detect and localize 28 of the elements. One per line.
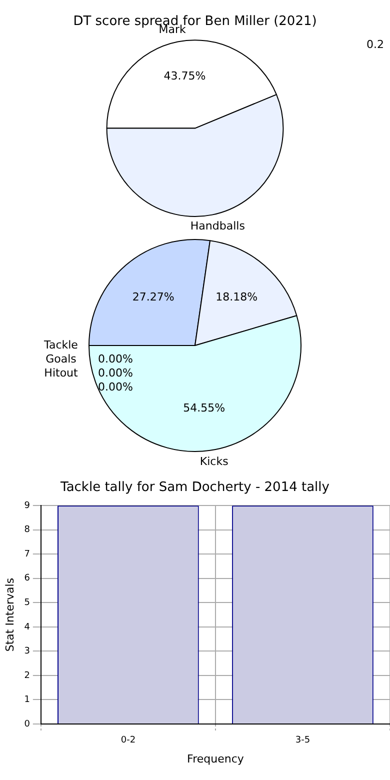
- text: 0.00%: [98, 352, 133, 366]
- y-axis-title: Stat Intervals: [3, 578, 16, 652]
- category-label: Tackle: [44, 338, 78, 352]
- category-label: Goals: [46, 352, 76, 366]
- text: 0.2: [366, 38, 384, 51]
- slice-label: Handballs: [190, 219, 246, 232]
- category-label: Hitout: [44, 366, 78, 380]
- y-tick-label: 1: [24, 695, 30, 706]
- y-tick-label: 2: [24, 670, 30, 681]
- text: 0.00%: [98, 366, 133, 380]
- y-tick-label: 7: [24, 549, 30, 560]
- y-tick-label: 0: [24, 719, 30, 730]
- y-tick-label: 4: [24, 622, 30, 632]
- y-tick-label: 8: [24, 525, 30, 536]
- x-tick-label: 0-2: [120, 736, 136, 746]
- y-tick-label: 6: [24, 574, 30, 584]
- y-tick-label: 5: [24, 598, 30, 608]
- data-label: 18.18%: [216, 290, 258, 304]
- text: 0.00%: [98, 380, 133, 394]
- chart-title: Tackle tally for Sam Docherty - 2014 tally: [60, 480, 330, 496]
- y-tick-label: 9: [24, 500, 30, 511]
- data-label: 27.27%: [132, 290, 174, 304]
- x-axis-title: Frequency: [187, 752, 244, 766]
- slice-label: Kicks: [200, 455, 229, 468]
- x-tick-label: 3-5: [295, 736, 310, 746]
- data-label: 54.55%: [183, 401, 226, 414]
- y-tick-label: 3: [24, 646, 30, 657]
- data-label: 43.75%: [164, 69, 206, 82]
